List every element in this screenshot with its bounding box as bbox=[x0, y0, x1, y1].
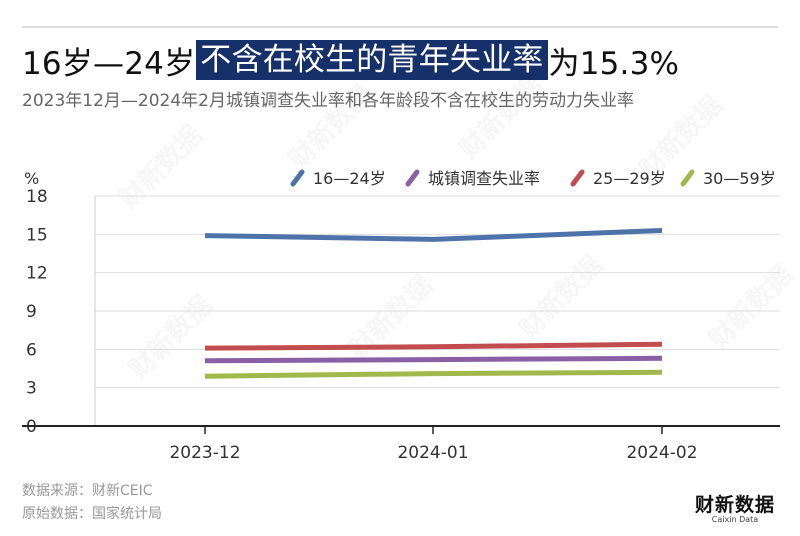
series-line bbox=[204, 228, 663, 242]
source-note: 数据来源：财新CEIC bbox=[22, 483, 153, 499]
caixin-data-logo: 财新数据 Caixin Data bbox=[692, 490, 778, 524]
watermark-text: 财新数据 bbox=[513, 249, 608, 344]
legend-swatch bbox=[680, 169, 695, 187]
y-axis-unit: % bbox=[24, 169, 39, 188]
series-line bbox=[204, 355, 663, 364]
legend-swatch bbox=[405, 169, 420, 187]
watermark-text: 财新数据 bbox=[703, 259, 798, 354]
y-tick-label: 6 bbox=[26, 340, 37, 360]
x-tick-label: 2024-01 bbox=[397, 443, 468, 463]
title-suffix: 为15.3% bbox=[548, 45, 680, 82]
chart-subtitle: 2023年12月—2024年2月城镇调查失业率和各年龄段不含在校生的劳动力失业率 bbox=[22, 91, 634, 111]
watermark-text: 财新数据 bbox=[123, 289, 218, 384]
watermark-text: 财新数据 bbox=[343, 269, 438, 364]
series-line bbox=[204, 341, 663, 351]
x-tick-label: 2023-12 bbox=[169, 443, 240, 463]
original-data-note: 原始数据：国家统计局 bbox=[22, 506, 162, 522]
series-line bbox=[204, 369, 663, 379]
legend-swatch bbox=[290, 169, 305, 187]
page-title: 16岁—24岁 不含在校生的青年失业率 为15.3% bbox=[22, 36, 679, 84]
y-tick-label: 9 bbox=[26, 302, 37, 322]
y-tick-label: 18 bbox=[26, 187, 48, 207]
logo-text-cn: 财新数据 bbox=[694, 494, 775, 516]
title-prefix: 16岁—24岁 bbox=[22, 45, 196, 82]
x-tick-label: 2024-02 bbox=[626, 443, 697, 463]
title-highlight: 不含在校生的青年失业率 bbox=[196, 40, 548, 80]
watermark-text: 财新数据 bbox=[113, 119, 208, 214]
legend-label: 16—24岁 bbox=[313, 169, 386, 188]
y-tick-label: 3 bbox=[26, 379, 37, 399]
legend-label: 25—29岁 bbox=[593, 169, 666, 188]
watermark-text: 财新数据 bbox=[453, 69, 548, 164]
legend-swatch bbox=[570, 169, 585, 187]
legend-label: 城镇调查失业率 bbox=[428, 169, 540, 188]
top-rule bbox=[22, 26, 778, 28]
y-tick-label: 15 bbox=[26, 225, 48, 245]
watermark-text: 财新数据 bbox=[283, 79, 378, 174]
logo-text-en: Caixin Data bbox=[711, 515, 759, 524]
legend: 16—24岁 城镇调查失业率 25—29岁 30—59岁 bbox=[290, 169, 776, 188]
legend-label: 30—59岁 bbox=[703, 169, 776, 188]
y-tick-label: 12 bbox=[26, 264, 48, 284]
series-lines bbox=[204, 228, 663, 379]
